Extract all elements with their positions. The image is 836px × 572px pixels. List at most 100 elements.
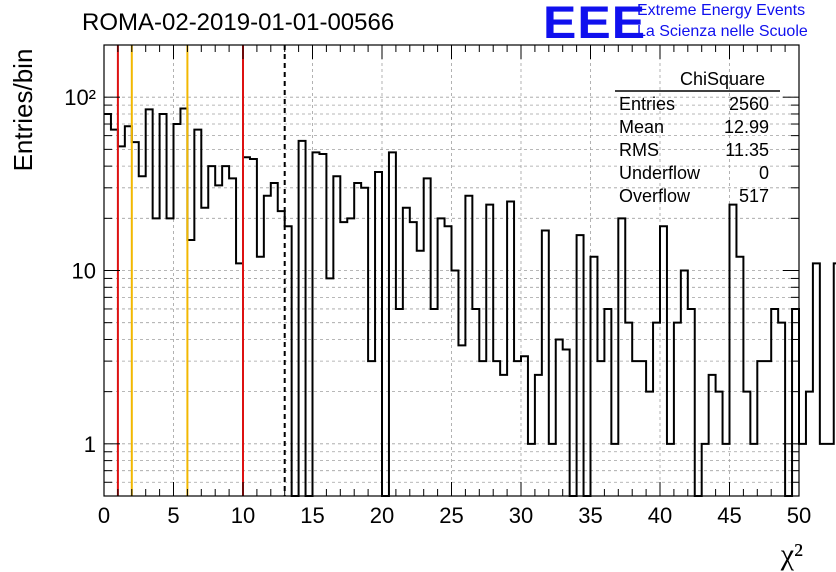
stats-value: 517 bbox=[739, 186, 769, 206]
histogram-bin bbox=[319, 154, 326, 496]
histogram-bin bbox=[674, 323, 681, 496]
histogram-bin bbox=[431, 309, 438, 496]
histogram-bin bbox=[688, 309, 695, 496]
histogram-bin bbox=[521, 356, 528, 496]
marker-lines bbox=[116, 45, 286, 496]
stats-label: Entries bbox=[619, 94, 675, 114]
histogram-bin bbox=[702, 444, 709, 496]
x-axis-title: χ² bbox=[780, 538, 803, 571]
histogram-bin bbox=[208, 166, 215, 496]
histogram-bin bbox=[236, 263, 243, 496]
histogram-bin bbox=[361, 188, 368, 496]
x-tick-label: 40 bbox=[648, 503, 672, 528]
histogram-bin bbox=[160, 114, 167, 496]
histogram-bin bbox=[146, 109, 153, 496]
histogram-bin bbox=[465, 196, 472, 496]
histogram-bin bbox=[313, 152, 320, 496]
histogram-bin bbox=[264, 196, 271, 496]
histogram-bin bbox=[799, 444, 806, 496]
histogram-bin bbox=[591, 257, 598, 496]
histogram-bin bbox=[577, 235, 584, 496]
histogram-bin bbox=[271, 183, 278, 496]
histogram-bin bbox=[201, 208, 208, 496]
x-tick-label: 10 bbox=[231, 503, 255, 528]
histogram-bin bbox=[681, 271, 688, 497]
histogram-bin bbox=[611, 444, 618, 496]
histogram-bin bbox=[549, 444, 556, 496]
histogram-bin bbox=[625, 323, 632, 496]
histogram-bin bbox=[257, 257, 264, 496]
histogram-bin bbox=[771, 309, 778, 496]
histogram-bin bbox=[806, 392, 813, 496]
histogram-bin bbox=[556, 339, 563, 496]
histogram-bin bbox=[792, 309, 799, 496]
histogram-bin bbox=[528, 444, 535, 496]
logo-text-line1: Extreme Energy Events bbox=[637, 2, 806, 19]
y-tick-label: 10² bbox=[64, 85, 96, 110]
histogram-bin bbox=[187, 240, 194, 496]
histogram-bin bbox=[354, 183, 361, 496]
histogram-bin bbox=[368, 361, 375, 496]
x-tick-label: 20 bbox=[370, 503, 394, 528]
histogram-bin bbox=[667, 444, 674, 496]
eee-logo: EEE bbox=[543, 0, 647, 48]
x-tick-label: 25 bbox=[439, 503, 463, 528]
histogram-bin bbox=[827, 444, 834, 496]
histogram-bin bbox=[632, 361, 639, 496]
histogram-bin bbox=[278, 211, 285, 496]
histogram-bin bbox=[813, 263, 820, 496]
x-tick-label: 0 bbox=[98, 503, 110, 528]
histogram-bin bbox=[139, 176, 146, 496]
y-tick-label: 10 bbox=[72, 259, 96, 284]
histogram-bin bbox=[153, 218, 160, 496]
stats-label: Mean bbox=[619, 117, 664, 137]
histogram-bin bbox=[486, 205, 493, 496]
histogram-bin bbox=[458, 345, 465, 496]
histogram-bin bbox=[299, 141, 306, 496]
histogram-outline bbox=[104, 107, 836, 497]
stats-title: ChiSquare bbox=[680, 69, 765, 89]
histogram-bin bbox=[730, 205, 737, 496]
histogram-bin bbox=[639, 361, 646, 496]
histogram-bin bbox=[618, 218, 625, 496]
histogram-bin bbox=[180, 109, 187, 496]
stats-value: 0 bbox=[759, 163, 769, 183]
histogram-bin bbox=[250, 159, 257, 496]
histogram-bin bbox=[820, 444, 827, 496]
x-tick-label: 50 bbox=[787, 503, 811, 528]
histogram-bin bbox=[326, 278, 333, 496]
histogram-bin bbox=[660, 226, 667, 496]
histogram-bin bbox=[514, 361, 521, 496]
histogram-bin bbox=[104, 114, 111, 496]
histogram-bin bbox=[500, 375, 507, 496]
histogram-bin bbox=[194, 130, 201, 496]
stats-value: 11.35 bbox=[725, 140, 769, 160]
y-axis-title: Entries/bin bbox=[8, 49, 38, 172]
stats-value: 12.99 bbox=[724, 117, 769, 137]
histogram-bin bbox=[743, 392, 750, 496]
histogram-bin bbox=[438, 218, 445, 496]
histogram-bin bbox=[646, 392, 653, 496]
histogram-bin bbox=[452, 271, 459, 497]
histogram-bin bbox=[375, 172, 382, 496]
stats-value: 2560 bbox=[729, 94, 769, 114]
histogram-bin bbox=[417, 251, 424, 496]
histogram-bin bbox=[597, 361, 604, 496]
histogram-bin bbox=[778, 323, 785, 496]
histogram-bin bbox=[396, 309, 403, 496]
x-tick-label: 45 bbox=[717, 503, 741, 528]
stats-label: RMS bbox=[619, 140, 659, 160]
stats-label: Underflow bbox=[619, 163, 701, 183]
histogram-bin bbox=[757, 361, 764, 496]
x-tick-label: 5 bbox=[167, 503, 179, 528]
histogram-bin bbox=[340, 222, 347, 496]
histogram-bin bbox=[403, 208, 410, 496]
histogram-bin bbox=[174, 124, 181, 496]
histogram-bin bbox=[542, 231, 549, 496]
histogram-bin bbox=[472, 309, 479, 496]
histogram-bin bbox=[764, 361, 771, 496]
histogram-bin bbox=[709, 375, 716, 496]
histogram-bin bbox=[604, 309, 611, 496]
x-tick-label: 15 bbox=[300, 503, 324, 528]
